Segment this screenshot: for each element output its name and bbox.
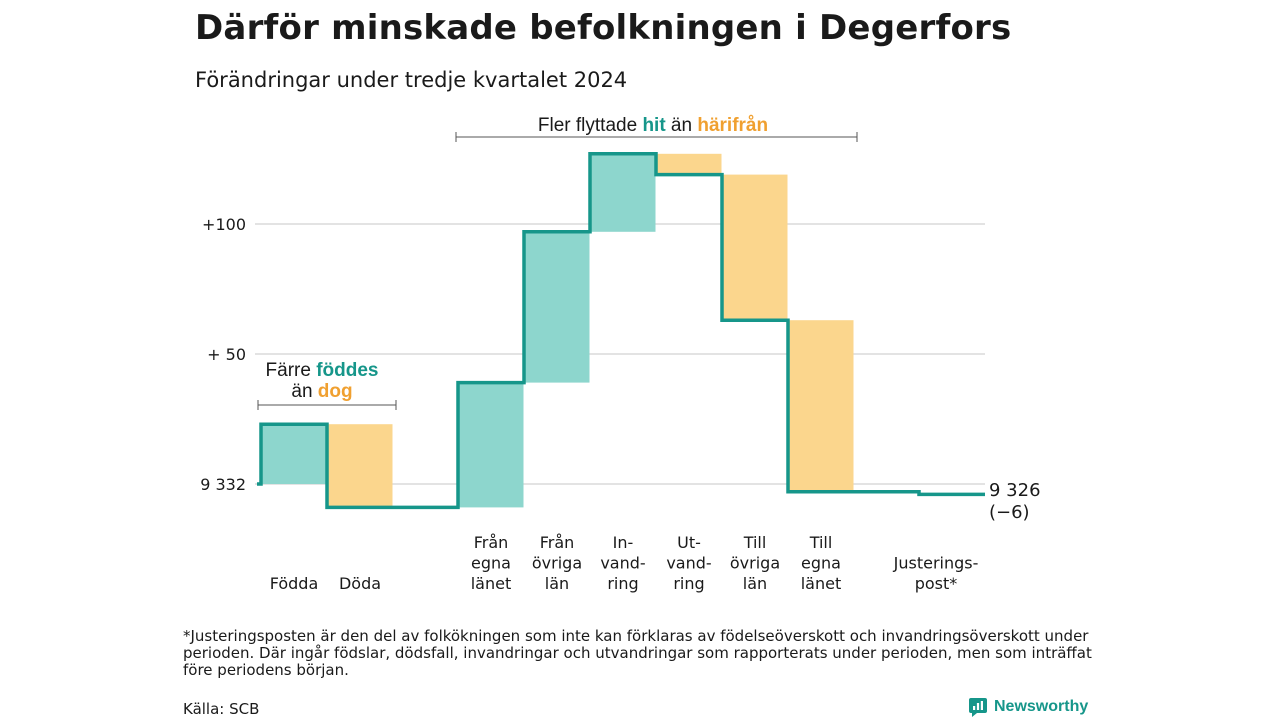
- category-label: Födda: [270, 574, 319, 593]
- newsworthy-logo-icon: [969, 698, 987, 717]
- category-label: Döda: [339, 574, 381, 593]
- category-label-line: Ut-: [677, 533, 701, 552]
- running-total-line: [257, 152, 985, 510]
- category-label-line: vand-: [600, 554, 645, 573]
- category-label-line: egna: [801, 554, 841, 573]
- category-label-line: Födda: [270, 574, 319, 593]
- category-label-line: Justerings-: [893, 554, 979, 573]
- y-tick-label: 9 332: [200, 475, 246, 494]
- bars: [261, 153, 854, 508]
- annotation-text: än: [291, 381, 317, 402]
- category-label-line: Från: [540, 533, 575, 552]
- end-change: (−6): [989, 502, 1030, 523]
- category-label-line: länet: [471, 574, 512, 593]
- chart-title: Därför minskade befolkningen i Degerfors: [195, 8, 1012, 48]
- category-label: In-vand-ring: [600, 533, 645, 593]
- category-label-line: Till: [809, 533, 833, 552]
- migration-bracket: [455, 132, 858, 142]
- category-label: Från övriga län: [532, 533, 582, 593]
- annotation-highlight-out: dog: [318, 381, 353, 402]
- category-label-line: Till: [743, 533, 767, 552]
- migration-annotation: Fler flyttade hit än härifrån: [538, 115, 768, 136]
- category-label: Till övriga län: [730, 533, 780, 593]
- births-annotation-line2: än dog: [291, 381, 352, 402]
- y-axis: +100 + 50 9 332: [200, 215, 246, 494]
- category-label-line: vand-: [666, 554, 711, 573]
- annotation-text: Fler flyttade: [538, 115, 643, 136]
- category-label-line: ring: [607, 574, 638, 593]
- annotation-highlight-in: föddes: [316, 360, 378, 381]
- category-label: Justerings-post*: [893, 554, 979, 594]
- y-tick-label: + 50: [207, 345, 246, 364]
- category-label-line: län: [743, 574, 767, 593]
- category-label-line: In-: [613, 533, 634, 552]
- bar-in-vand-ring: [590, 153, 656, 232]
- category-label-line: övriga: [730, 554, 780, 573]
- end-value-label: 9 326(−6): [989, 480, 1041, 523]
- bar-födda: [261, 424, 327, 484]
- category-label: Från egna länet: [471, 533, 512, 593]
- annotation-text: Färre: [266, 360, 317, 381]
- bar-frånövrigalän: [524, 231, 590, 383]
- annotation-text: än: [666, 115, 698, 136]
- brand-name: Newsworthy: [994, 698, 1089, 715]
- brand-logo: Newsworthy: [968, 697, 1088, 717]
- source-note: Källa: SCB: [183, 700, 260, 718]
- annotation-highlight-out: härifrån: [697, 115, 768, 136]
- category-label-line: länet: [801, 574, 842, 593]
- end-value: 9 326: [989, 480, 1041, 501]
- category-label-line: egna: [471, 554, 511, 573]
- category-label: Till egna länet: [801, 533, 842, 593]
- bar-ut-vand-ring: [656, 153, 722, 175]
- category-label-line: Döda: [339, 574, 381, 593]
- annotation-highlight-in: hit: [642, 115, 666, 136]
- category-label: Ut-vand-ring: [666, 533, 711, 593]
- category-label-line: övriga: [532, 554, 582, 573]
- category-label-line: Från: [474, 533, 509, 552]
- footnote: *Justeringsposten är den del av folkökni…: [183, 627, 1092, 679]
- births-bracket: [257, 400, 397, 410]
- bar-frånegnalänet: [458, 382, 524, 508]
- category-label-line: län: [545, 574, 569, 593]
- bar-tillegnalänet: [788, 320, 854, 492]
- bar-tillövrigalän: [722, 174, 788, 321]
- category-label-line: ring: [673, 574, 704, 593]
- chart-subtitle: Förändringar under tredje kvartalet 2024: [195, 68, 628, 92]
- y-tick-label: +100: [202, 215, 246, 234]
- category-label-line: post*: [915, 574, 958, 593]
- bar-döda: [327, 424, 393, 508]
- births-annotation-line1: Färre föddes: [266, 360, 379, 381]
